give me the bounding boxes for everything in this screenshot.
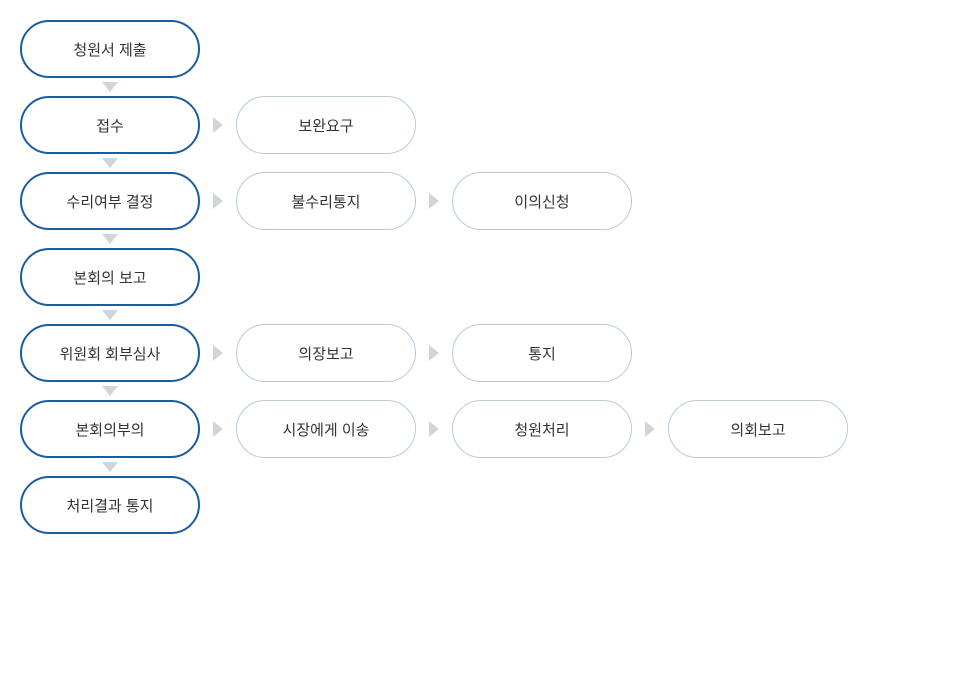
arrow-down-icon [20,458,200,476]
arrow-right-icon [416,193,452,209]
flow-row: 처리결과 통지 [20,476,960,534]
arrow-down-icon [20,306,200,324]
flow-row: 접수 보완요구 [20,96,960,154]
flow-row: 수리여부 결정 불수리통지 이의신청 [20,172,960,230]
flow-arrow-row [20,306,960,324]
flow-node: 의장보고 [236,324,416,382]
arrow-right-icon [200,345,236,361]
flow-node: 통지 [452,324,632,382]
flow-node: 접수 [20,96,200,154]
arrow-down-icon [20,382,200,400]
flow-node: 처리결과 통지 [20,476,200,534]
flow-row: 위원회 회부심사 의장보고 통지 [20,324,960,382]
flow-node: 보완요구 [236,96,416,154]
flow-node: 불수리통지 [236,172,416,230]
flow-arrow-row [20,382,960,400]
flow-node: 청원처리 [452,400,632,458]
arrow-down-icon [20,230,200,248]
flow-node: 본회의 보고 [20,248,200,306]
flow-row: 본회의부의 시장에게 이송 청원처리 의회보고 [20,400,960,458]
flow-arrow-row [20,458,960,476]
flow-arrow-row [20,78,960,96]
flow-row: 청원서 제출 [20,20,960,78]
flow-node: 시장에게 이송 [236,400,416,458]
arrow-right-icon [200,421,236,437]
arrow-right-icon [200,117,236,133]
flow-node: 청원서 제출 [20,20,200,78]
flow-node: 의회보고 [668,400,848,458]
flow-node: 이의신청 [452,172,632,230]
arrow-right-icon [416,421,452,437]
flow-arrow-row [20,230,960,248]
flow-node: 위원회 회부심사 [20,324,200,382]
arrow-right-icon [416,345,452,361]
flowchart: 청원서 제출접수 보완요구수리여부 결정 불수리통지 이의신청본회의 보고위원회 회부… [20,20,960,534]
flow-row: 본회의 보고 [20,248,960,306]
arrow-right-icon [632,421,668,437]
arrow-down-icon [20,78,200,96]
arrow-right-icon [200,193,236,209]
flow-node: 본회의부의 [20,400,200,458]
flow-arrow-row [20,154,960,172]
arrow-down-icon [20,154,200,172]
flow-node: 수리여부 결정 [20,172,200,230]
